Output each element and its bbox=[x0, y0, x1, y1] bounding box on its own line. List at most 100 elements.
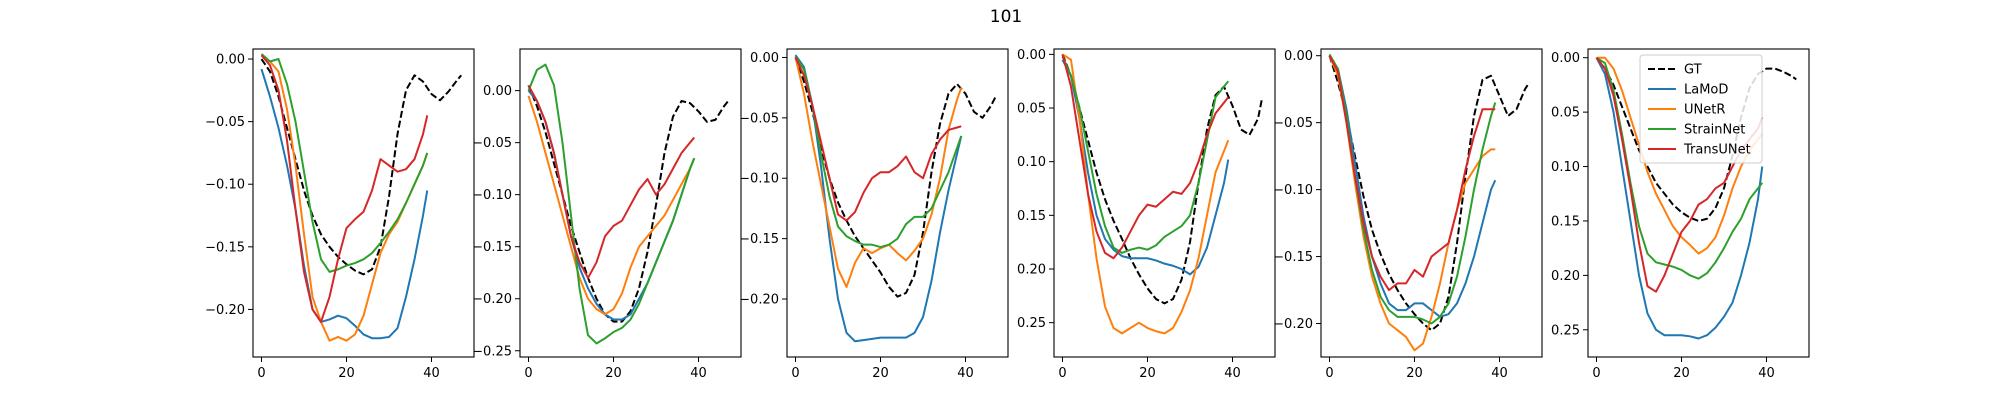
subplot-4: 0 20 40 0.00 0.05 0.10 0.15 0.20 0.25 bbox=[1017, 48, 1276, 381]
series-line-gt bbox=[1595, 57, 1797, 222]
legend-label-transunet: TransUNet bbox=[1683, 143, 1751, 158]
x-tick-label: 20 bbox=[605, 366, 622, 381]
subplots: 0 20 40 0.00 −0.05 −0.10 −0.15 −0.20 0 20 40 0.00 −0… bbox=[205, 48, 1810, 381]
y-tick-label: 0.00 bbox=[483, 84, 512, 99]
x-tick-label: 0 bbox=[1325, 366, 1333, 381]
x-tick-label: 40 bbox=[1491, 366, 1508, 381]
subplot-5: 0 20 40 0.00 −0.05 −0.10 −0.15 −0.20 bbox=[1273, 48, 1543, 381]
x-tick-label: 0 bbox=[257, 366, 265, 381]
y-tick-label: 0.00 bbox=[750, 51, 779, 66]
x-tick-label: 20 bbox=[1673, 366, 1690, 381]
series-lines bbox=[794, 54, 997, 343]
y-tick-label: −0.05 bbox=[205, 115, 245, 130]
y-tick-label: −0.10 bbox=[472, 188, 512, 203]
x-tick-label: 20 bbox=[1406, 366, 1423, 381]
series-line-transunet bbox=[794, 57, 962, 222]
y-tick-label: 0.10 bbox=[1551, 160, 1580, 175]
axes-frame bbox=[252, 48, 475, 358]
x-tick-label: 20 bbox=[1139, 366, 1156, 381]
y-tick-label: −0.15 bbox=[1273, 250, 1313, 265]
y-tick-label: 0.00 bbox=[1551, 51, 1580, 66]
y-tick-label: −0.20 bbox=[739, 293, 779, 308]
y-tick-label: 0.00 bbox=[1017, 48, 1046, 63]
axes-frame bbox=[1053, 48, 1276, 358]
x-tick-label: 20 bbox=[338, 366, 355, 381]
subplot-1: 0 20 40 0.00 −0.05 −0.10 −0.15 −0.20 bbox=[205, 48, 475, 381]
x-tick-label: 40 bbox=[690, 366, 707, 381]
axes-frame bbox=[786, 48, 1009, 358]
series-line-transunet bbox=[1061, 54, 1230, 260]
axes-frame bbox=[519, 48, 742, 358]
series-lines bbox=[1595, 56, 1797, 340]
x-tick-label: 40 bbox=[1224, 366, 1241, 381]
y-tick-label: 0.05 bbox=[1017, 102, 1046, 117]
series-line-gt bbox=[260, 58, 463, 276]
y-tick-label: 0.05 bbox=[1551, 106, 1580, 121]
y-tick-label: −0.20 bbox=[472, 292, 512, 307]
series-line-strainnet bbox=[1061, 56, 1230, 254]
legend-frame bbox=[1639, 54, 1763, 164]
axes-frame bbox=[1320, 48, 1543, 358]
legend-label-strainnet: StrainNet bbox=[1684, 123, 1745, 138]
series-line-unetr bbox=[527, 95, 696, 316]
x-tick-label: 0 bbox=[1058, 366, 1066, 381]
series-line-strainnet bbox=[1328, 53, 1497, 325]
y-tick-label: 0.25 bbox=[1017, 316, 1046, 331]
series-line-strainnet bbox=[260, 53, 429, 273]
legend-label-gt: GT bbox=[1684, 63, 1702, 78]
subplot-3: 0 20 40 0.00 −0.05 −0.10 −0.15 −0.20 bbox=[739, 48, 1009, 381]
series-line-transunet bbox=[527, 84, 696, 279]
x-tick-label: 0 bbox=[524, 366, 532, 381]
series-line-lamod bbox=[794, 54, 963, 343]
x-tick-label: 40 bbox=[957, 366, 974, 381]
y-tick-label: −0.05 bbox=[1273, 116, 1313, 131]
y-tick-label: 0.25 bbox=[1551, 323, 1580, 338]
subplot-2: 0 20 40 0.00 −0.05 −0.10 −0.15 −0.20 −0.25 bbox=[472, 48, 742, 381]
series-line-strainnet bbox=[794, 55, 963, 249]
subplot-6: 0 20 40 0.00 0.05 0.10 0.15 0.20 0.25 GT LaMoD UNet… bbox=[1551, 48, 1810, 381]
series-line-unetr bbox=[1061, 53, 1230, 335]
y-tick-label: −0.15 bbox=[205, 240, 245, 255]
y-tick-label: −0.10 bbox=[205, 178, 245, 193]
legend-label-lamod: LaMoD bbox=[1684, 83, 1728, 98]
series-lines bbox=[1328, 53, 1531, 352]
y-tick-label: −0.05 bbox=[472, 136, 512, 151]
x-tick-label: 40 bbox=[1758, 366, 1775, 381]
legend: GT LaMoD UNetR StrainNet TransUNet bbox=[1639, 54, 1763, 164]
x-tick-label: 0 bbox=[1592, 366, 1600, 381]
y-tick-label: −0.10 bbox=[1273, 183, 1313, 198]
series-lines bbox=[1061, 53, 1264, 335]
series-line-lamod bbox=[1328, 55, 1497, 318]
y-tick-label: −0.10 bbox=[739, 172, 779, 187]
y-tick-label: 0.10 bbox=[1017, 155, 1046, 170]
figure-title: 101 bbox=[990, 7, 1022, 27]
y-tick-label: 0.00 bbox=[216, 53, 245, 68]
series-line-lamod bbox=[1061, 59, 1230, 276]
y-tick-label: 0.20 bbox=[1551, 269, 1580, 284]
series-line-gt bbox=[1061, 54, 1264, 305]
y-tick-label: −0.15 bbox=[472, 240, 512, 255]
series-line-transunet bbox=[260, 54, 429, 323]
series-line-unetr bbox=[1328, 55, 1496, 352]
y-tick-label: −0.25 bbox=[472, 344, 512, 359]
y-tick-label: −0.05 bbox=[739, 111, 779, 126]
y-tick-label: −0.20 bbox=[1273, 317, 1313, 332]
y-tick-label: 0.15 bbox=[1551, 214, 1580, 229]
x-tick-label: 40 bbox=[423, 366, 440, 381]
series-line-unetr bbox=[260, 54, 429, 342]
x-tick-label: 20 bbox=[872, 366, 889, 381]
x-tick-label: 0 bbox=[791, 366, 799, 381]
series-line-transunet bbox=[1328, 55, 1496, 292]
y-tick-label: 0.00 bbox=[1284, 49, 1313, 64]
y-tick-label: 0.15 bbox=[1017, 209, 1046, 224]
y-tick-label: −0.15 bbox=[739, 232, 779, 247]
series-line-lamod bbox=[1595, 57, 1764, 340]
series-line-lamod bbox=[260, 68, 429, 340]
series-lines bbox=[527, 63, 730, 345]
series-line-unetr bbox=[794, 57, 963, 288]
series-line-unetr bbox=[1596, 56, 1764, 255]
y-tick-label: 0.20 bbox=[1017, 263, 1046, 278]
series-line-strainnet bbox=[527, 63, 696, 345]
series-line-gt bbox=[1328, 55, 1531, 332]
